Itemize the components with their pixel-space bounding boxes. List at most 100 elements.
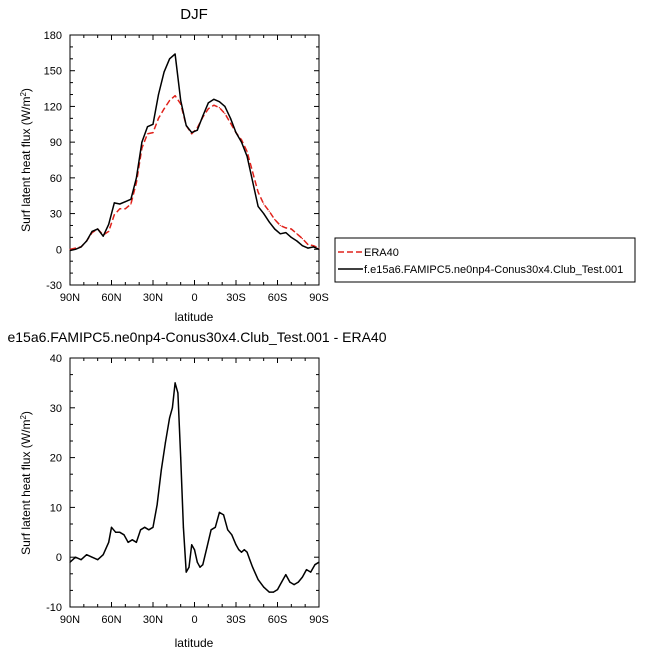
top-series-0-point (279, 224, 281, 227)
bottom-series-0-point (182, 526, 184, 528)
bottom-series-0-point (257, 579, 259, 581)
bottom-series-0-point (310, 571, 312, 573)
top-series-1-point (180, 99, 182, 102)
top-x-tick-label: 30S (226, 292, 246, 304)
bottom-series-0-point (171, 407, 173, 409)
bottom-x-tick-label: 60N (101, 614, 121, 626)
top-series-1-point (252, 180, 254, 182)
top-x-tick-label: 60N (101, 292, 121, 304)
top-series-1-point (196, 129, 198, 131)
top-series-0-point (252, 171, 254, 173)
bottom-series-0-point (238, 549, 240, 551)
bottom-series-0-point (318, 561, 320, 563)
top-series-1-point (218, 101, 220, 103)
top-series-0-point (246, 151, 248, 153)
bottom-series-0-point (289, 581, 291, 583)
bottom-series-0-point (135, 541, 137, 543)
top-ylabel-close: ) (19, 88, 33, 92)
top-x-tick-label: 30N (143, 292, 163, 304)
top-series-1-point (185, 124, 187, 127)
bottom-chart-xlabel: latitude (175, 636, 214, 650)
top-series-0-point (163, 108, 165, 110)
top-series-1-point (80, 246, 82, 248)
top-series-1-point (74, 248, 77, 250)
top-series-0-point (307, 243, 309, 246)
bottom-ylabel-main: Surf latent heat flux (W/m (19, 420, 33, 555)
top-series-1-point (257, 205, 259, 207)
top-plot-frame (69, 34, 320, 286)
bottom-series-0-point (102, 554, 104, 556)
bottom-series-0-point (249, 559, 251, 561)
top-series-1-point (224, 105, 226, 107)
bottom-series-0-point (263, 586, 265, 588)
top-chart: DJF 90N 60N 30N 0 30S 60S 90S -30 0 30 60 90 120 150 1… (19, 6, 329, 324)
top-y-tick-label: 90 (50, 137, 62, 149)
top-series-1-point (229, 117, 232, 119)
top-series-1-point (240, 141, 243, 143)
bottom-series-0-point (131, 539, 133, 541)
bottom-x-tick-label: 0 (191, 614, 197, 626)
bottom-x-tick-label: 90S (309, 614, 329, 626)
top-series-1-point (141, 141, 143, 143)
bottom-chart-title: e15a6.FAMIPC5.ne0np4-Conus30x4.Club_Test… (7, 329, 386, 345)
bottom-x-tick-label: 30N (143, 614, 163, 626)
bottom-series-0-point (191, 544, 193, 546)
bottom-series-0-point (127, 541, 129, 543)
top-x-tick-label: 0 (191, 292, 197, 304)
bottom-series-0-point (223, 514, 225, 516)
bottom-series-0-point (214, 526, 216, 528)
top-y-tick-label: 150 (44, 66, 62, 78)
top-series-line-1 (69, 53, 320, 252)
top-series-0-point (113, 214, 115, 216)
top-series-0-point (130, 203, 132, 205)
top-series-0-point (218, 107, 220, 109)
top-series-0-point (135, 182, 137, 184)
bottom-series-0-point (123, 534, 125, 536)
bottom-series-0-point (281, 581, 283, 583)
bottom-ylabel-sup: 2 (19, 415, 28, 420)
bottom-series-0-point (164, 442, 166, 444)
bottom-series-0-point (301, 576, 303, 578)
bottom-ylabel-close: ) (19, 411, 33, 415)
top-chart-title: DJF (180, 6, 208, 23)
bottom-x-tick-label: 60S (268, 614, 288, 626)
bottom-series-0-point (144, 526, 146, 528)
top-y-tick-label: -30 (46, 280, 62, 292)
bottom-series-0-point (285, 574, 287, 576)
top-series-1-point (274, 228, 276, 230)
top-series-1-point (124, 201, 126, 203)
top-series-0-point (146, 133, 149, 135)
bottom-series-line-0 (69, 382, 320, 593)
top-series-1-point (202, 115, 204, 117)
bottom-series-0-point (297, 581, 299, 583)
top-series-1-point (263, 213, 265, 215)
bottom-series-0-point (199, 566, 201, 568)
top-series-1-point (312, 246, 315, 248)
top-y-tick-label: 60 (50, 173, 62, 185)
top-series-1-point (213, 98, 215, 100)
bottom-series-0-point (115, 531, 117, 533)
bottom-x-tick-label: 30S (226, 614, 246, 626)
top-plot-area: 90N 60N 30N 0 30S 60S 90S -30 0 30 60 90 120 150 180 (44, 30, 329, 304)
top-series-1-point (102, 235, 104, 237)
bottom-series-0-point (188, 566, 190, 568)
top-series-1-point (86, 240, 88, 242)
bottom-series-0-point (91, 556, 93, 558)
top-series-0-point (290, 228, 292, 230)
top-series-0-point (124, 208, 126, 210)
bottom-plot-area: 90N 60N 30N 0 30S 60S 90S -10 0 10 20 30 40 (46, 353, 329, 626)
bottom-chart: e15a6.FAMIPC5.ne0np4-Conus30x4.Club_Test… (7, 329, 386, 650)
top-series-1-point (130, 198, 132, 200)
top-y-tick-label: 0 (56, 244, 62, 256)
bottom-series-0-point (148, 529, 150, 531)
top-series-1-point (119, 203, 121, 205)
bottom-y-tick-label: 40 (50, 353, 62, 365)
bottom-x-tick-label: 90N (60, 614, 80, 626)
top-series-1-point (191, 132, 193, 134)
top-series-0-point (274, 218, 276, 221)
bottom-series-0-point (156, 504, 158, 506)
top-series-1-point (290, 236, 292, 238)
bottom-series-0-point (202, 564, 204, 566)
bottom-series-0-point (177, 392, 179, 394)
bottom-series-0-point (272, 591, 274, 593)
